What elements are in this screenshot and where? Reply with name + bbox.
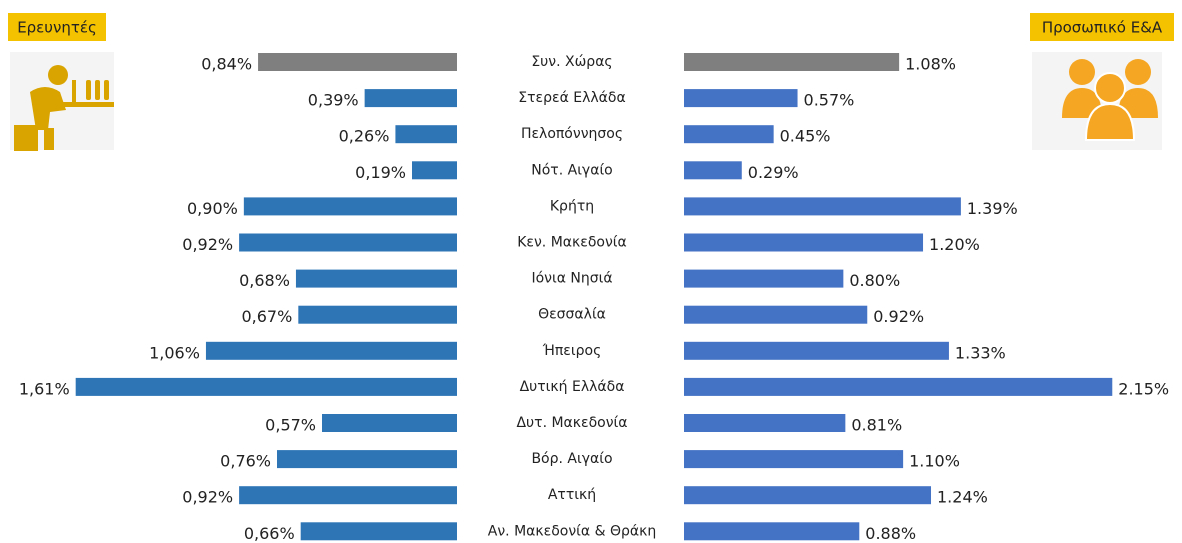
category-label: Πελοπόννησος: [521, 126, 623, 142]
value-label: 1,06%: [149, 343, 200, 362]
bar: [364, 89, 457, 108]
value-label: 0,26%: [339, 127, 390, 146]
category-label: Νότ. Αιγαίο: [531, 162, 613, 178]
legend-label: Ερευνητές: [17, 19, 97, 37]
bar: [75, 377, 458, 396]
category-label: Δυτ. Μακεδονία: [516, 415, 627, 431]
category-label: Συν. Χώρας: [531, 54, 612, 70]
value-label: 0.88%: [865, 524, 916, 543]
bar: [684, 450, 904, 469]
bar: [684, 486, 932, 505]
bar: [395, 125, 457, 144]
bar: [205, 341, 457, 360]
value-label: 0.57%: [804, 91, 855, 110]
category-label: Αττική: [548, 487, 596, 503]
value-label: 1.10%: [909, 452, 960, 471]
category-label: Θεσσαλία: [538, 307, 606, 323]
value-label: 0.81%: [851, 416, 902, 435]
value-label: 0,92%: [182, 235, 233, 254]
category-label: Κρήτη: [550, 198, 594, 214]
value-label: 0,57%: [265, 416, 316, 435]
value-label: 0,67%: [241, 307, 292, 326]
bar: [322, 414, 457, 432]
value-label: 0,76%: [220, 452, 271, 471]
category-label: Κεν. Μακεδονία: [517, 235, 627, 251]
category-label: Βόρ. Αιγαίο: [531, 451, 612, 467]
value-label: 0.29%: [748, 163, 799, 182]
value-label: 0.80%: [849, 271, 900, 290]
category-label: Ήπειρος: [542, 343, 602, 359]
bar: [684, 197, 961, 216]
legend-box: [1030, 13, 1174, 41]
value-label: 0.92%: [873, 307, 924, 326]
bar: [295, 269, 457, 288]
people-icon: [1032, 52, 1162, 150]
value-label: 0,19%: [355, 163, 406, 182]
bar: [684, 269, 844, 288]
value-label: 0,90%: [187, 199, 238, 218]
bar: [277, 450, 457, 469]
value-label: 1.24%: [937, 488, 988, 507]
bar: [239, 486, 457, 505]
bar: [684, 233, 924, 252]
bar: [684, 161, 742, 180]
value-label: 0.45%: [780, 127, 831, 146]
bar: [258, 53, 457, 71]
category-label: Δυτική Ελλάδα: [520, 379, 625, 395]
value-label: 0,68%: [239, 271, 290, 290]
bar: [412, 161, 457, 180]
bar: [684, 125, 774, 144]
bar: [243, 197, 457, 216]
value-label: 1.08%: [905, 55, 956, 74]
value-label: 1.39%: [967, 199, 1018, 218]
bar: [684, 53, 900, 71]
legend-label: Προσωπικό Ε&Α: [1042, 19, 1163, 37]
researcher-icon: [10, 52, 114, 151]
bar: [684, 522, 860, 541]
bar: [684, 377, 1113, 396]
value-label: 0,92%: [182, 488, 233, 507]
bar: [684, 89, 798, 108]
value-label: 2.15%: [1118, 379, 1169, 398]
value-label: 1.20%: [929, 235, 980, 254]
value-label: 0,84%: [201, 55, 252, 74]
category-label: Ιόνια Νησιά: [531, 271, 612, 287]
value-label: 0,39%: [308, 91, 359, 110]
value-label: 1,61%: [19, 379, 70, 398]
bar: [298, 305, 457, 324]
legend-box: [8, 13, 106, 41]
bar: [239, 233, 457, 252]
bar: [300, 522, 457, 541]
category-label: Στερεά Ελλάδα: [518, 90, 625, 106]
value-label: 0,66%: [244, 524, 295, 543]
bar: [684, 414, 846, 432]
category-label: Αν. Μακεδονία & Θράκη: [488, 523, 656, 539]
bar: [684, 341, 949, 360]
value-label: 1.33%: [955, 343, 1006, 362]
bar: [684, 305, 868, 324]
